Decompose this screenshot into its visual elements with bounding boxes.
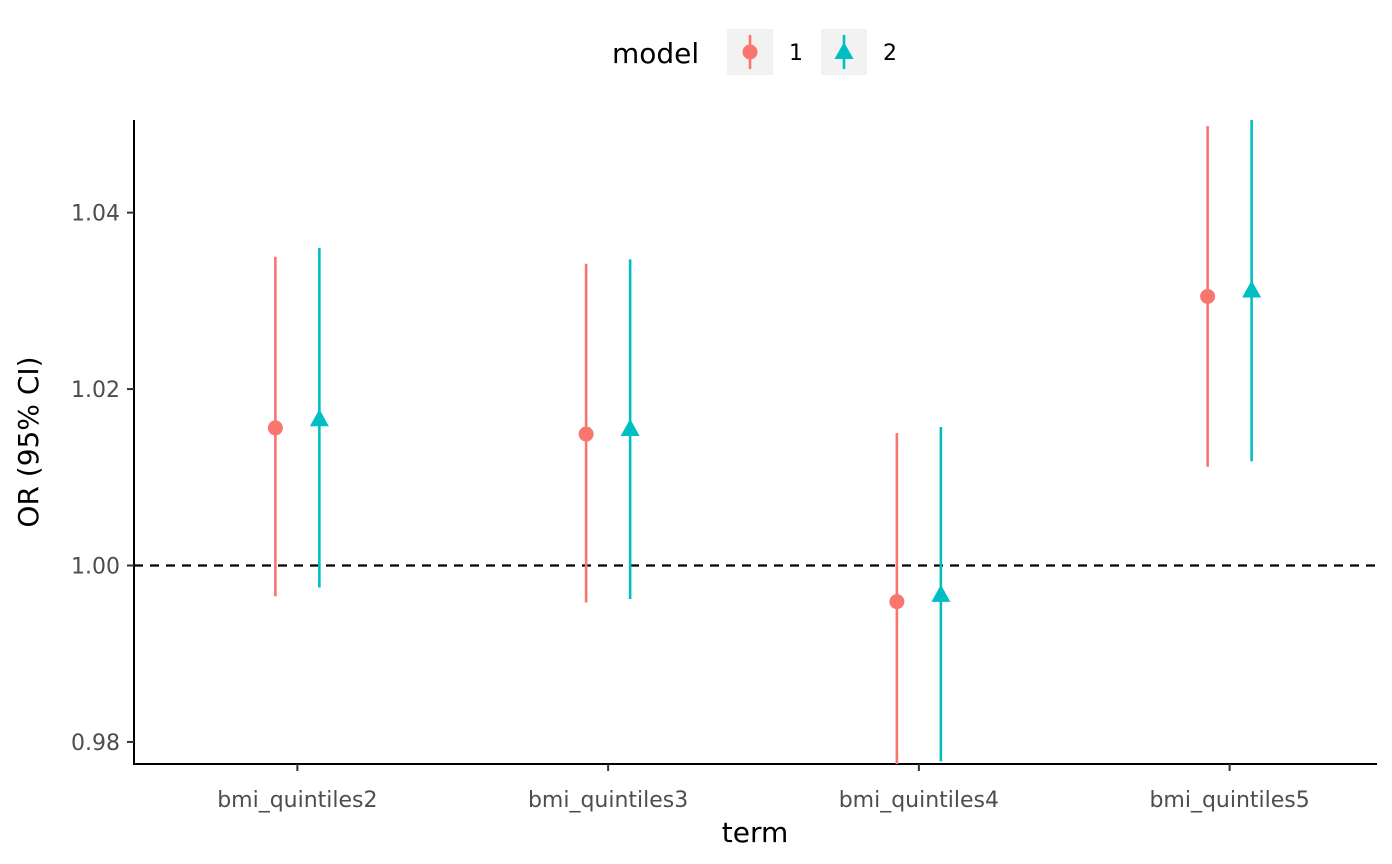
legend-key-triangle: [834, 42, 854, 59]
point-estimate: [620, 418, 640, 436]
x-tick-label: bmi_quintiles3: [528, 788, 688, 813]
point-estimate: [1200, 288, 1216, 304]
y-tick-label: 0.98: [71, 731, 120, 756]
y-tick-label: 1.00: [71, 555, 120, 580]
x-tick-label: bmi_quintiles5: [1149, 788, 1309, 813]
point-estimate: [267, 420, 283, 436]
legend-key-circle: [742, 44, 758, 60]
legend-item-1: 1: [727, 29, 803, 75]
y-tick-label: 1.04: [71, 202, 120, 227]
legend-label: 2: [883, 41, 897, 66]
x-axis-ticks: bmi_quintiles2 bmi_quintiles3 bmi_quintile…: [217, 764, 1310, 813]
point-estimate: [931, 584, 951, 602]
x-axis-title: term: [722, 816, 789, 849]
point-estimate: [889, 594, 905, 610]
x-tick-label: bmi_quintiles2: [217, 788, 377, 813]
legend: model 1 2: [612, 29, 897, 75]
legend-title: model: [612, 37, 699, 70]
legend-item-2: 2: [821, 29, 897, 75]
point-estimate: [578, 426, 594, 442]
y-tick-label: 1.02: [71, 378, 120, 403]
point-estimate: [1242, 280, 1262, 298]
x-tick-label: bmi_quintiles4: [839, 788, 999, 813]
data-marks: [267, 120, 1262, 764]
y-axis-title: OR (95% CI): [12, 356, 45, 527]
series-1: [267, 126, 1216, 764]
legend-label: 1: [789, 41, 803, 66]
y-axis-ticks: 0.98 1.00 1.02 1.04: [71, 202, 134, 756]
point-estimate: [309, 409, 329, 427]
series-2: [309, 120, 1262, 762]
